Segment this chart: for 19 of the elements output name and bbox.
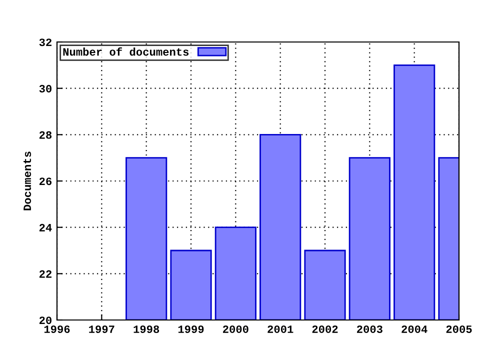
x-tick-label: 2002 [312,325,338,334]
y-tick-label: 20 [39,316,52,324]
x-tick-label: 2000 [222,325,248,334]
x-tick-label: 2005 [446,325,472,334]
x-tick-label: 2001 [268,325,294,334]
x-tick-label: 1997 [89,325,114,334]
y-tick-label: 26 [39,178,52,186]
y-tick-label: 28 [39,131,52,139]
x-tick-label: 2003 [356,325,382,334]
x-tick-label: 1998 [134,325,160,334]
legend-label: Number of documents [63,47,189,56]
x-tick-label: 1999 [178,325,204,334]
y-tick-label: 22 [39,270,52,278]
y-axis-title: Documents [24,152,32,210]
y-tick-label: 32 [39,38,52,46]
x-tick-label: 1996 [44,325,70,334]
x-tick-label: 2004 [402,325,428,334]
y-tick-label: 30 [39,84,52,92]
y-tick-label: 24 [39,224,52,232]
